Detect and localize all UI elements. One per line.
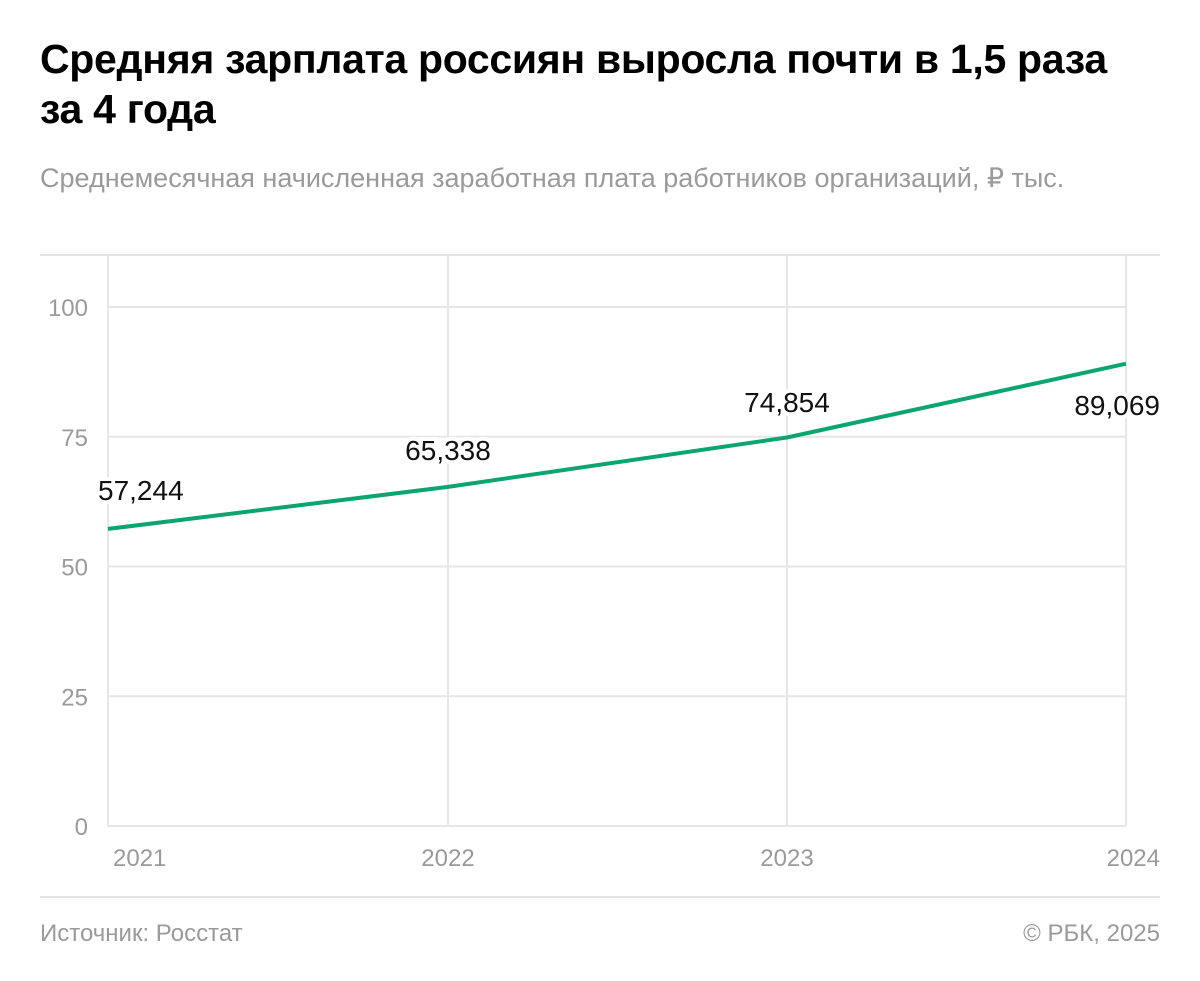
x-tick-label: 2022 — [421, 845, 474, 872]
chart-subtitle: Среднемесячная начисленная заработная пл… — [40, 163, 1065, 193]
x-tick-label: 2021 — [113, 845, 166, 872]
y-tick-label: 50 — [61, 555, 88, 582]
data-label: 65,338 — [405, 435, 491, 466]
chart-title: Средняя зарплата россиян выросла почти в… — [40, 36, 1107, 132]
data-label: 57,244 — [98, 475, 184, 506]
y-tick-label: 25 — [61, 684, 88, 711]
x-tick-label: 2024 — [1107, 845, 1160, 872]
source-note: Источник: Росстат — [40, 920, 243, 947]
copyright: © РБК, 2025 — [1023, 920, 1160, 947]
data-label: 89,069 — [1074, 390, 1160, 421]
y-tick-label: 0 — [75, 814, 88, 841]
x-tick-label: 2023 — [760, 845, 813, 872]
series-line — [107, 361, 1127, 531]
y-tick-label: 75 — [61, 425, 88, 452]
y-tick-label: 100 — [48, 295, 88, 322]
data-label: 74,854 — [744, 387, 830, 418]
